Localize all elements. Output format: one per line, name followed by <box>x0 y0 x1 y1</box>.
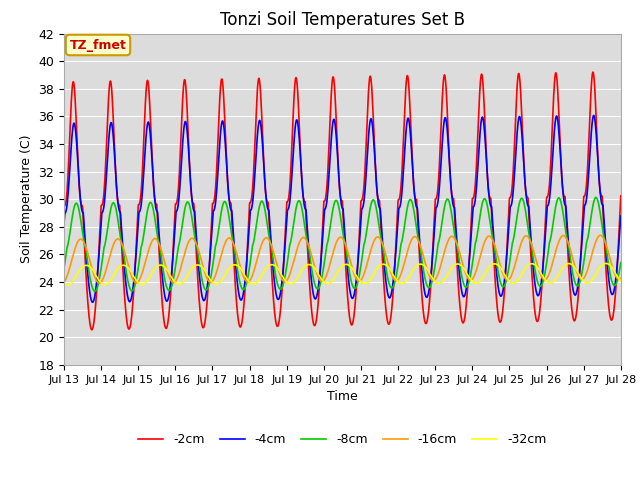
Line: -16cm: -16cm <box>64 235 621 283</box>
X-axis label: Time: Time <box>327 390 358 403</box>
-4cm <box>88 300 96 305</box>
-4cm <box>316 266 324 272</box>
-4cm <box>590 113 598 119</box>
Legend: -2cm, -4cm, -8cm, -16cm, -32cm: -2cm, -4cm, -8cm, -16cm, -32cm <box>133 428 552 451</box>
-8cm <box>499 284 506 289</box>
-32cm <box>601 261 609 266</box>
Line: -4cm: -4cm <box>64 116 621 302</box>
Line: -2cm: -2cm <box>64 72 621 330</box>
-8cm <box>331 199 339 204</box>
-4cm <box>60 221 68 227</box>
Title: Tonzi Soil Temperatures Set B: Tonzi Soil Temperatures Set B <box>220 11 465 29</box>
-2cm <box>589 69 596 75</box>
-8cm <box>602 239 609 244</box>
-2cm <box>617 193 625 199</box>
-8cm <box>88 285 96 290</box>
-32cm <box>64 282 72 288</box>
-2cm <box>331 92 339 98</box>
-16cm <box>499 270 506 276</box>
-8cm <box>316 281 324 287</box>
-32cm <box>60 280 68 286</box>
-16cm <box>617 275 625 281</box>
-2cm <box>499 308 506 314</box>
-4cm <box>617 213 625 219</box>
-4cm <box>89 300 97 305</box>
-16cm <box>316 277 324 283</box>
-2cm <box>89 325 97 331</box>
-2cm <box>602 253 609 259</box>
-32cm <box>601 261 609 266</box>
-4cm <box>499 289 506 295</box>
-8cm <box>592 194 600 200</box>
-32cm <box>602 261 610 266</box>
-16cm <box>60 279 68 285</box>
-32cm <box>316 275 324 280</box>
-2cm <box>60 203 68 209</box>
Y-axis label: Soil Temperature (C): Soil Temperature (C) <box>20 135 33 264</box>
-16cm <box>602 239 609 245</box>
-16cm <box>601 239 609 244</box>
-32cm <box>89 267 97 273</box>
-8cm <box>91 288 99 294</box>
-2cm <box>601 248 609 253</box>
-16cm <box>331 243 339 249</box>
-2cm <box>88 327 96 333</box>
-8cm <box>60 266 68 272</box>
Line: -8cm: -8cm <box>64 197 621 291</box>
-16cm <box>95 280 103 286</box>
-8cm <box>617 260 625 265</box>
Line: -32cm: -32cm <box>64 264 621 285</box>
-4cm <box>331 120 339 126</box>
-32cm <box>331 274 339 280</box>
-16cm <box>596 232 604 238</box>
-8cm <box>601 238 609 244</box>
-32cm <box>499 268 506 274</box>
Text: TZ_fmet: TZ_fmet <box>70 38 127 51</box>
-16cm <box>88 267 96 273</box>
-4cm <box>602 235 609 241</box>
-4cm <box>601 231 609 237</box>
-2cm <box>316 269 324 275</box>
-32cm <box>617 278 625 284</box>
